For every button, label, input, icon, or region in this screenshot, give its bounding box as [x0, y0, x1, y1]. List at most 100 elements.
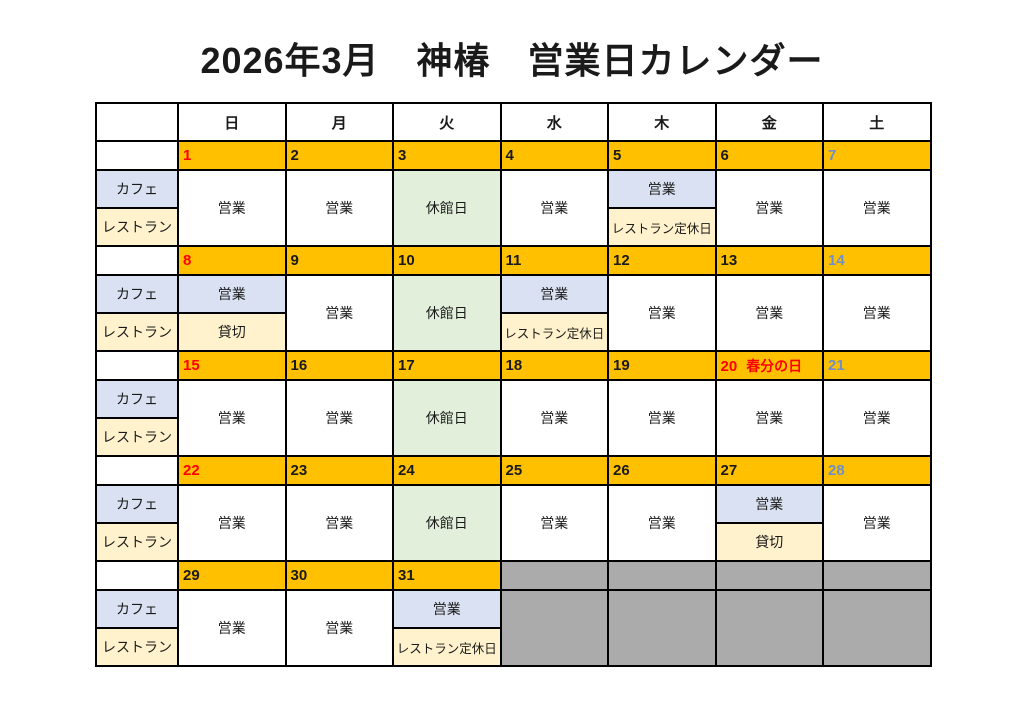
row-label-restaurant: レストラン — [95, 627, 179, 667]
out-of-month-cell — [822, 589, 932, 667]
day-header-6: 土 — [822, 102, 932, 142]
cafe-status-cell: 営業 — [607, 169, 717, 209]
row-label-restaurant: レストラン — [95, 522, 179, 562]
date-row-spacer-cell — [95, 140, 179, 171]
date-number: 13 — [720, 252, 738, 269]
cafe-status-cell: 営業 — [714, 484, 824, 524]
date-number: 18 — [505, 357, 523, 374]
cafe-row-week-2: カフェ 営業 営業 休館日 営業 営業 営業 営業 — [95, 274, 932, 352]
restaurant-row-week-3: レストラン — [95, 417, 931, 457]
date-number: 17 — [398, 357, 415, 374]
status-cell: 休館日 — [392, 169, 502, 247]
row-label-cafe: カフェ — [95, 589, 179, 629]
cafe-row-week-5: カフェ 営業 営業 営業 — [95, 589, 932, 667]
date-cell: 17 — [392, 350, 502, 381]
status-cell: 営業 — [607, 274, 717, 352]
date-cell: 26 — [607, 455, 717, 486]
date-cell: 6 — [714, 140, 824, 171]
restaurant-row-week-5: レストラン レストラン定休日 — [95, 627, 931, 667]
status-cell: 営業 — [607, 484, 717, 562]
page-title: 2026年3月 神椿 営業日カレンダー — [200, 40, 824, 81]
day-header-row: 日月火水木金土 — [95, 102, 932, 142]
out-of-month-date-cell — [714, 560, 824, 591]
date-number: 28 — [828, 462, 845, 479]
status-cell: 営業 — [822, 169, 932, 247]
status-cell: 営業 — [177, 169, 287, 247]
out-of-month-date-cell — [822, 560, 932, 591]
date-row-week-3: 15 16 17 18 19 20 春分の日 21 — [95, 350, 932, 381]
date-number: 19 — [613, 357, 630, 374]
date-cell: 16 — [284, 350, 394, 381]
date-number: 27 — [720, 462, 738, 479]
date-row-week-1: 1 2 3 4 5 6 7 — [95, 140, 932, 171]
date-cell: 23 — [284, 455, 394, 486]
row-label-cafe: カフェ — [95, 484, 179, 524]
status-cell: 営業 — [284, 169, 394, 247]
status-cell: 営業 — [499, 379, 609, 457]
date-number: 14 — [828, 252, 845, 269]
date-cell: 5 — [607, 140, 717, 171]
date-cell: 18 — [499, 350, 609, 381]
status-cell: 営業 — [822, 379, 932, 457]
status-cell: 営業 — [177, 589, 287, 667]
date-number: 7 — [828, 147, 837, 164]
day-header-3: 水 — [499, 102, 609, 142]
date-number: 2 — [290, 147, 299, 164]
date-row-week-4: 22 23 24 25 26 27 28 — [95, 455, 932, 486]
restaurant-status-cell: 貸切 — [714, 522, 824, 562]
date-row-spacer-cell — [95, 560, 179, 591]
date-number: 5 — [613, 147, 622, 164]
date-cell: 13 — [714, 245, 824, 276]
date-number: 23 — [290, 462, 308, 479]
date-row-week-5: 29 30 31 — [95, 560, 932, 591]
status-cell: 営業 — [499, 169, 609, 247]
restaurant-status-cell: レストラン定休日 — [607, 207, 717, 247]
date-cell: 25 — [499, 455, 609, 486]
corner-cell — [95, 102, 179, 142]
date-row-week-2: 8 9 10 11 12 13 14 — [95, 245, 932, 276]
status-cell: 営業 — [822, 274, 932, 352]
calendar-table: 日月火水木金土 1 2 3 4 5 6 7 カフェ 営業 営業 休館日 営業 営業 営業 営業 レストラン レス… — [95, 102, 932, 667]
row-label-cafe: カフェ — [95, 379, 179, 419]
status-cell: 休館日 — [392, 379, 502, 457]
out-of-month-cell — [607, 589, 717, 667]
status-cell: 営業 — [607, 379, 717, 457]
date-cell: 28 — [822, 455, 932, 486]
date-number: 9 — [290, 252, 299, 269]
date-number: 21 — [828, 357, 845, 374]
restaurant-status-cell: レストラン定休日 — [392, 627, 502, 667]
row-label-restaurant: レストラン — [95, 312, 179, 352]
date-cell: 7 — [822, 140, 932, 171]
cafe-row-week-4: カフェ 営業 営業 休館日 営業 営業 営業 営業 — [95, 484, 932, 562]
status-cell: 営業 — [177, 379, 287, 457]
status-cell: 休館日 — [392, 484, 502, 562]
date-row-spacer-cell — [95, 350, 179, 381]
status-cell: 営業 — [177, 484, 287, 562]
date-number: 25 — [505, 462, 523, 479]
date-number: 3 — [398, 147, 407, 164]
status-cell: 営業 — [714, 274, 824, 352]
out-of-month-cell — [499, 589, 609, 667]
date-cell: 19 — [607, 350, 717, 381]
date-number: 30 — [290, 567, 308, 584]
status-cell: 営業 — [284, 589, 394, 667]
date-number: 10 — [398, 252, 415, 269]
restaurant-row-week-2: レストラン 貸切 レストラン定休日 — [95, 312, 931, 352]
date-cell: 12 — [607, 245, 717, 276]
restaurant-status-cell: 貸切 — [177, 312, 287, 352]
cafe-status-cell: 営業 — [177, 274, 287, 314]
restaurant-status-cell: レストラン定休日 — [499, 312, 609, 352]
date-cell: 22 — [177, 455, 287, 486]
calendar-body: 1 2 3 4 5 6 7 カフェ 営業 営業 休館日 営業 営業 営業 営業 レストラン レストラン定休日 8 9… — [95, 140, 932, 667]
cafe-status-cell: 営業 — [499, 274, 609, 314]
date-cell: 2 — [284, 140, 394, 171]
day-header-5: 金 — [714, 102, 824, 142]
date-cell: 11 — [499, 245, 609, 276]
day-header-0: 日 — [177, 102, 287, 142]
date-cell: 27 — [714, 455, 824, 486]
date-row-spacer-cell — [95, 245, 179, 276]
restaurant-row-week-4: レストラン 貸切 — [95, 522, 931, 562]
row-label-cafe: カフェ — [95, 169, 179, 209]
status-cell: 営業 — [284, 484, 394, 562]
date-number: 16 — [290, 357, 308, 374]
